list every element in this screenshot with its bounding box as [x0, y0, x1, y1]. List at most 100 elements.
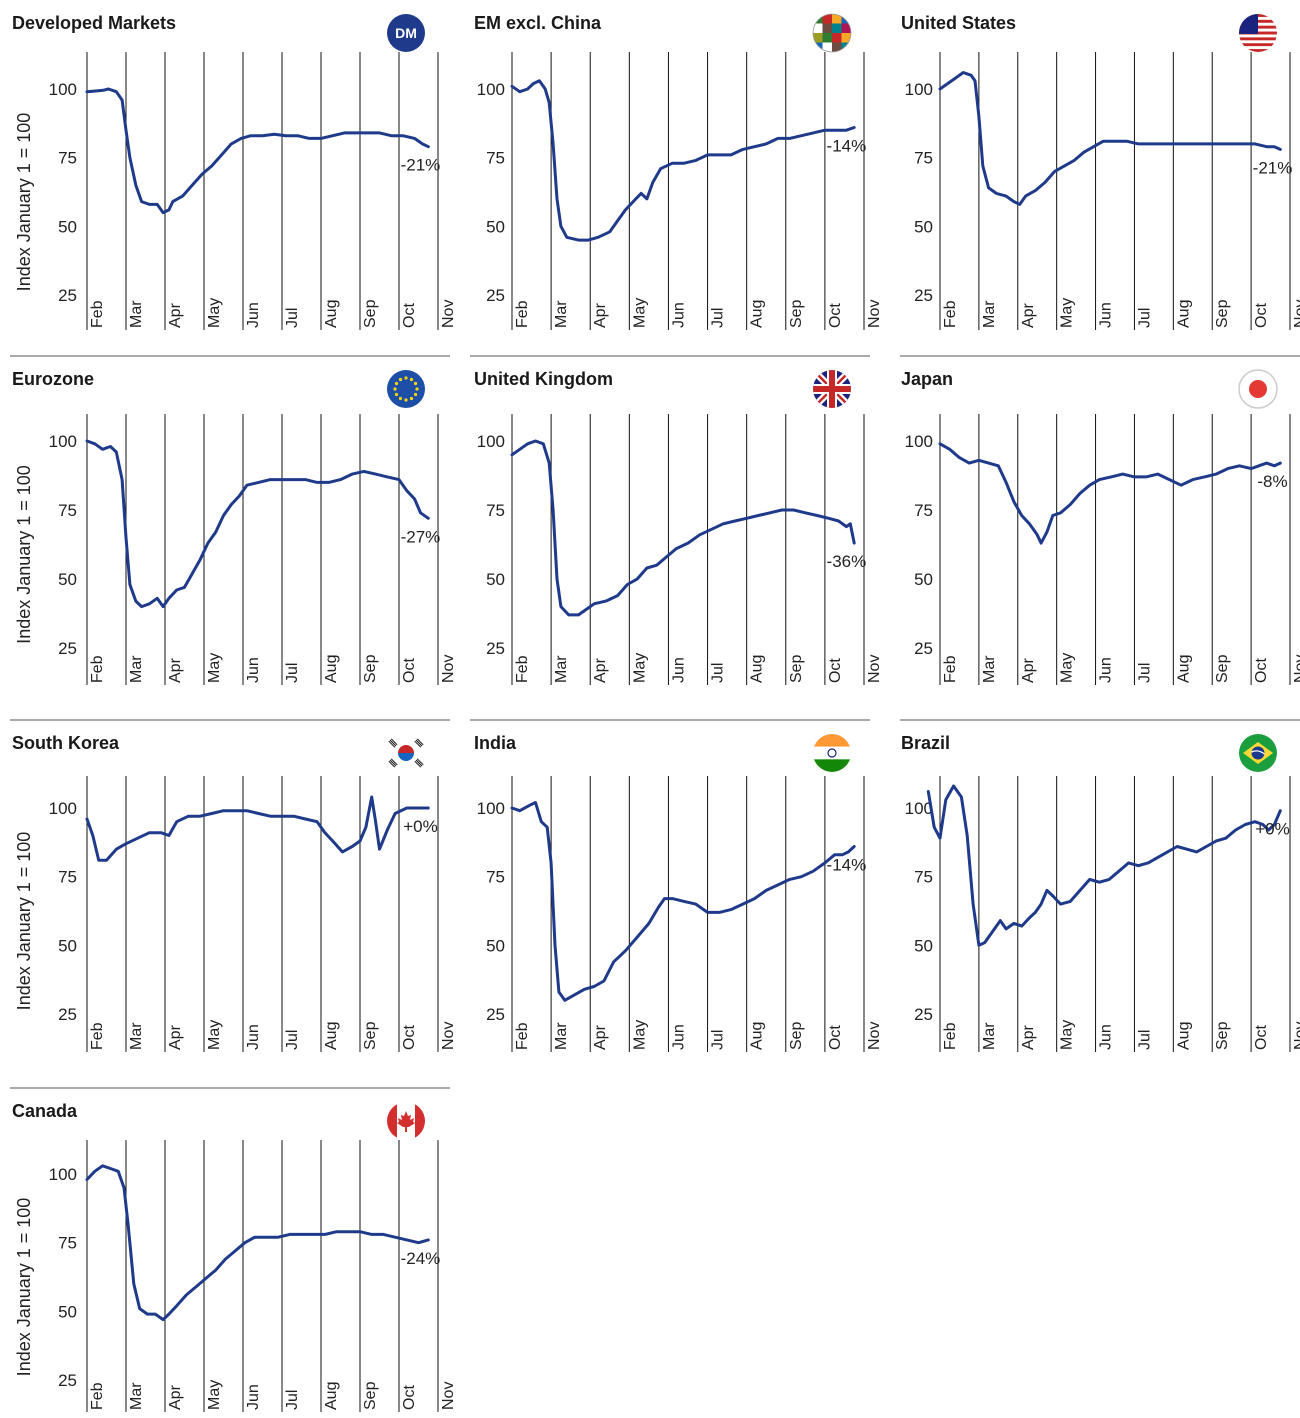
y-tick-label: 25 — [486, 286, 505, 305]
x-tick-label: May — [206, 1020, 223, 1050]
y-tick-label: 50 — [58, 936, 77, 955]
x-tick-label: Apr — [167, 302, 184, 328]
x-tick-label: May — [206, 298, 223, 328]
x-tick-label: Feb — [89, 1382, 106, 1410]
x-tick-label: Apr — [1020, 657, 1037, 683]
x-tick-label: Apr — [592, 302, 609, 328]
panel-title: Canada — [12, 1101, 78, 1121]
y-tick-label: 50 — [486, 936, 505, 955]
series-line — [510, 439, 856, 617]
y-axis-label: Index January 1 = 100 — [14, 465, 34, 644]
x-tick-label: Nov — [1292, 1022, 1300, 1050]
x-tick-label: Sep — [362, 1381, 379, 1410]
y-tick-label: 50 — [486, 217, 505, 236]
panel-title: Japan — [901, 369, 953, 389]
y-tick-label: 25 — [914, 1005, 933, 1024]
y-tick-label: 100 — [905, 432, 933, 451]
y-tick-label: 25 — [486, 1005, 505, 1024]
change-annotation: -14% — [827, 136, 867, 155]
x-tick-label: Nov — [866, 300, 883, 328]
x-tick-label: Mar — [553, 300, 570, 328]
x-tick-label: Sep — [1214, 1021, 1231, 1050]
x-tick-label: Mar — [128, 1382, 145, 1410]
panel-brazil: Brazil Feb Mar Apr May Jun Jul Aug Sep Oct Nov 25 50… — [900, 719, 1300, 1052]
y-tick-label: 100 — [49, 432, 77, 451]
panel-united-states: United States Feb Mar Apr May Jun Jul Aug Sep Oct… — [901, 13, 1300, 330]
x-tick-label: Feb — [514, 1022, 531, 1050]
x-tick-label: May — [206, 653, 223, 683]
x-tick-label: Sep — [1214, 299, 1231, 328]
y-tick-label: 75 — [486, 868, 505, 887]
y-tick-label: 25 — [486, 639, 505, 658]
x-tick-label: May — [1059, 653, 1076, 683]
panel-title: Eurozone — [12, 369, 94, 389]
y-tick-label: 100 — [49, 799, 77, 818]
x-tick-label: Oct — [827, 658, 844, 683]
x-tick-label: Jul — [1136, 663, 1153, 683]
x-tick-label: Nov — [440, 300, 457, 328]
x-tick-label: Aug — [323, 1022, 340, 1050]
panel-title: India — [474, 733, 517, 753]
india-flag-icon — [813, 734, 851, 772]
x-tick-label: Apr — [1020, 1024, 1037, 1050]
series-line — [85, 1164, 430, 1322]
y-tick-label: 50 — [486, 570, 505, 589]
series-line — [938, 71, 1282, 206]
x-tick-label: May — [631, 1020, 648, 1050]
x-tick-label: Feb — [514, 655, 531, 683]
x-tick-label: Feb — [942, 1022, 959, 1050]
x-tick-label: Apr — [167, 1384, 184, 1410]
x-tick-label: Nov — [1292, 655, 1300, 683]
japan-flag-icon — [1238, 369, 1278, 409]
series-line — [85, 795, 430, 862]
panel-united-kingdom: United Kingdom Feb Mar Apr May Jun Jul Aug Sep Oc… — [470, 355, 883, 685]
x-tick-label: Oct — [401, 303, 418, 328]
y-tick-label: 100 — [49, 1165, 77, 1184]
x-tick-label: Oct — [401, 1025, 418, 1050]
y-tick-label: 100 — [477, 80, 505, 99]
x-tick-label: Oct — [1253, 1025, 1270, 1050]
y-tick-label: 75 — [486, 501, 505, 520]
x-tick-label: Jun — [245, 1024, 262, 1050]
y-tick-label: 100 — [477, 432, 505, 451]
y-tick-label: 50 — [58, 217, 77, 236]
x-tick-label: Feb — [942, 655, 959, 683]
em-flags-icon — [812, 13, 852, 53]
uk-flag-icon — [813, 370, 851, 408]
x-tick-label: Apr — [1020, 302, 1037, 328]
y-tick-label: 25 — [914, 286, 933, 305]
x-tick-label: Nov — [1292, 300, 1300, 328]
x-tick-label: Jun — [245, 302, 262, 328]
y-tick-label: 25 — [914, 639, 933, 658]
x-tick-label: Jun — [670, 302, 687, 328]
x-tick-label: Aug — [749, 655, 766, 683]
x-tick-label: Aug — [749, 1022, 766, 1050]
canada-flag-icon — [387, 1102, 425, 1140]
x-tick-label: May — [1059, 298, 1076, 328]
x-tick-label: Jul — [1136, 1030, 1153, 1050]
x-tick-label: Oct — [401, 1385, 418, 1410]
panel-title: Brazil — [901, 733, 950, 753]
y-tick-label: 75 — [58, 149, 77, 168]
series-line — [85, 87, 430, 215]
x-tick-label: Apr — [592, 657, 609, 683]
x-tick-label: Oct — [1253, 658, 1270, 683]
panel-title: South Korea — [12, 733, 120, 753]
y-tick-label: 25 — [58, 1005, 77, 1024]
panel-developed-markets: Developed Markets DM Feb Mar Apr May Jun Jul Aug… — [12, 13, 457, 330]
us-flag-icon — [1239, 14, 1277, 52]
dm-badge-icon: DM — [387, 14, 425, 52]
korea-flag-icon — [387, 734, 425, 772]
x-tick-label: Sep — [788, 1021, 805, 1050]
x-tick-label: May — [1059, 1020, 1076, 1050]
y-tick-label: 100 — [49, 80, 77, 99]
x-tick-label: Feb — [89, 1022, 106, 1050]
x-tick-label: Jun — [1098, 1024, 1115, 1050]
x-tick-label: Feb — [89, 655, 106, 683]
x-tick-label: May — [206, 1380, 223, 1410]
x-tick-label: Jul — [284, 663, 301, 683]
x-tick-label: Sep — [1214, 654, 1231, 683]
y-tick-label: 50 — [914, 217, 933, 236]
panel-em-excl-china: EM excl. China Feb Mar Apr May Jun Jul Aug Sep Oc… — [474, 13, 883, 330]
x-tick-label: Aug — [323, 655, 340, 683]
